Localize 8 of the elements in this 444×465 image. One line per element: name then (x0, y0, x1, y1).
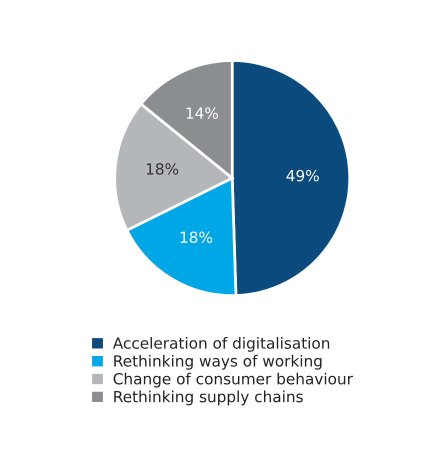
legend-label: Rethinking supply chains (114, 390, 303, 406)
data-label: 18% (146, 163, 178, 175)
data-label: 14% (186, 107, 218, 119)
legend-label: Acceleration of digitalisation (112, 337, 330, 352)
data-label: 49% (286, 170, 319, 182)
legend-label: Rethinking ways of working (114, 354, 322, 370)
legend-label: Change of consumer behaviour (114, 372, 353, 388)
data-label: 18% (180, 231, 212, 244)
